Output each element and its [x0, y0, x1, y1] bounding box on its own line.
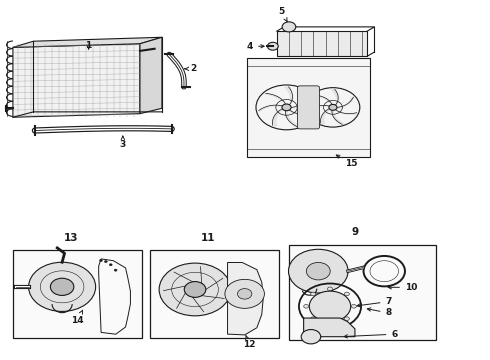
Circle shape: [114, 269, 117, 271]
Circle shape: [28, 262, 96, 311]
FancyBboxPatch shape: [297, 86, 319, 129]
Polygon shape: [227, 262, 263, 335]
Circle shape: [268, 42, 278, 50]
FancyBboxPatch shape: [13, 250, 143, 338]
FancyBboxPatch shape: [277, 31, 367, 56]
Circle shape: [327, 322, 333, 326]
Circle shape: [351, 305, 356, 308]
Circle shape: [104, 261, 107, 263]
Circle shape: [99, 260, 102, 262]
Text: 13: 13: [64, 233, 78, 243]
Text: 9: 9: [351, 228, 359, 237]
Text: 10: 10: [388, 283, 417, 292]
Text: 5: 5: [278, 7, 287, 22]
Circle shape: [344, 317, 349, 320]
Text: 2: 2: [185, 64, 197, 73]
Circle shape: [304, 305, 309, 308]
Circle shape: [225, 279, 265, 309]
FancyBboxPatch shape: [247, 58, 369, 157]
Polygon shape: [13, 44, 140, 117]
Polygon shape: [140, 37, 162, 114]
Circle shape: [306, 262, 330, 280]
Circle shape: [329, 104, 337, 110]
Text: 8: 8: [368, 308, 392, 318]
Text: 11: 11: [201, 233, 215, 243]
Text: 6: 6: [344, 330, 398, 339]
Circle shape: [289, 249, 348, 293]
Circle shape: [311, 292, 316, 296]
Circle shape: [50, 278, 74, 296]
Text: 12: 12: [244, 335, 256, 350]
Circle shape: [184, 282, 206, 297]
Circle shape: [327, 287, 333, 291]
Circle shape: [238, 289, 252, 299]
Circle shape: [159, 263, 231, 316]
Text: 4: 4: [246, 42, 264, 51]
Text: 15: 15: [336, 155, 358, 168]
Circle shape: [301, 329, 321, 344]
Text: 3: 3: [120, 136, 126, 149]
Polygon shape: [304, 318, 355, 337]
Circle shape: [282, 104, 291, 111]
Polygon shape: [13, 37, 162, 47]
Circle shape: [344, 292, 349, 296]
Text: 7: 7: [357, 297, 392, 307]
FancyBboxPatch shape: [150, 250, 279, 338]
Circle shape: [311, 317, 316, 320]
Text: 14: 14: [72, 310, 84, 325]
Circle shape: [282, 22, 296, 32]
Circle shape: [309, 291, 351, 321]
Circle shape: [109, 264, 112, 266]
Text: 1: 1: [86, 41, 92, 50]
FancyBboxPatch shape: [289, 244, 436, 339]
